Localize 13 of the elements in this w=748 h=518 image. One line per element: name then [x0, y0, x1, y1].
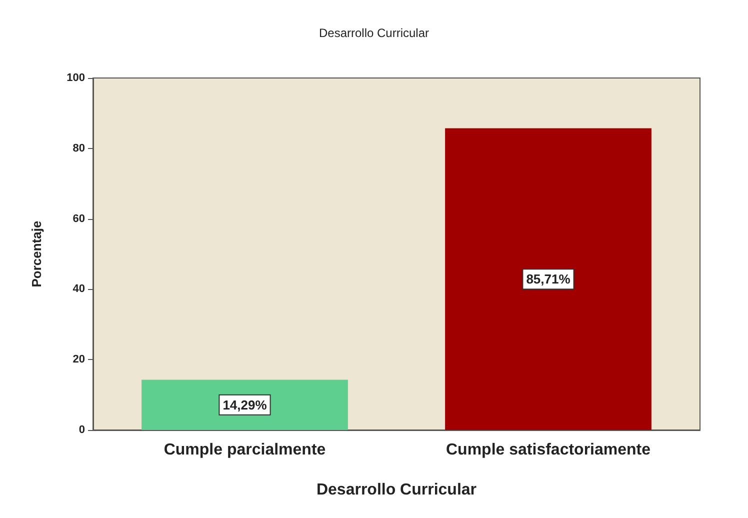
y-axis-title: Porcentaje: [29, 220, 44, 288]
y-tick-label: 80: [72, 142, 85, 154]
y-tick-label: 0: [78, 424, 85, 436]
data-label: 14,29%: [222, 397, 268, 412]
x-axis-title: Desarrollo Curricular: [316, 482, 477, 498]
y-tick-label: 100: [66, 72, 85, 84]
y-tick-label: 20: [72, 354, 85, 366]
chart-title: Desarrollo Curricular: [318, 26, 430, 40]
x-tick-label: Cumple parcialmente: [164, 442, 326, 458]
data-label: 85,71%: [526, 272, 571, 287]
x-tick-label: Cumple satisfactoriamente: [446, 442, 651, 458]
y-tick-label: 40: [72, 283, 85, 296]
y-tick-label: 60: [72, 212, 85, 225]
